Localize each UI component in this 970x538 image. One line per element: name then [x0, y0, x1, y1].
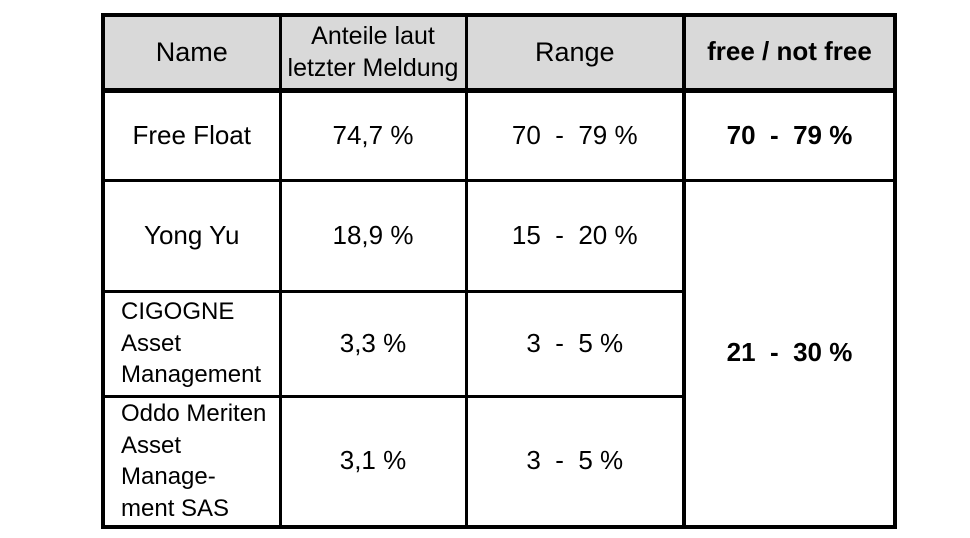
cell-range: 3 - 5 % — [464, 289, 686, 398]
cell-name: CIGOGNE Asset Management — [101, 289, 282, 398]
cell-free-merged: 21 - 30 % — [682, 178, 897, 529]
column-header-name: Name — [101, 13, 282, 93]
cell-anteile: 3,1 % — [278, 394, 468, 529]
cell-name: Free Float — [101, 88, 282, 182]
cell-name: Oddo Meriten Asset Manage- ment SAS — [101, 394, 282, 529]
cell-range: 3 - 5 % — [464, 394, 686, 529]
cell-free-row1: 70 - 79 % — [682, 88, 897, 182]
cell-anteile: 3,3 % — [278, 289, 468, 398]
shareholder-table-container: Name Anteile laut letzter Meldung Range … — [101, 13, 897, 529]
cell-name: Yong Yu — [101, 178, 282, 293]
cell-range: 15 - 20 % — [464, 178, 686, 293]
column-header-free: free / not free — [682, 13, 897, 93]
shareholder-table: Name Anteile laut letzter Meldung Range … — [101, 13, 897, 529]
header-row: Name Anteile laut letzter Meldung Range … — [101, 13, 897, 93]
table-row: Oddo Meriten Asset Manage- ment SAS 3,1 … — [101, 394, 895, 529]
cell-range: 70 - 79 % — [464, 88, 686, 182]
cell-anteile: 74,7 % — [278, 88, 468, 182]
cell-anteile: 18,9 % — [278, 178, 468, 293]
table-row: Yong Yu 18,9 % 15 - 20 % 21 - 30 % — [101, 178, 897, 529]
table-row: CIGOGNE Asset Management 3,3 % 3 - 5 % — [101, 289, 895, 398]
column-header-anteile: Anteile laut letzter Meldung — [278, 13, 468, 93]
table-row: Free Float 74,7 % 70 - 79 % 70 - 79 % — [101, 88, 897, 182]
column-header-range: Range — [464, 13, 686, 93]
